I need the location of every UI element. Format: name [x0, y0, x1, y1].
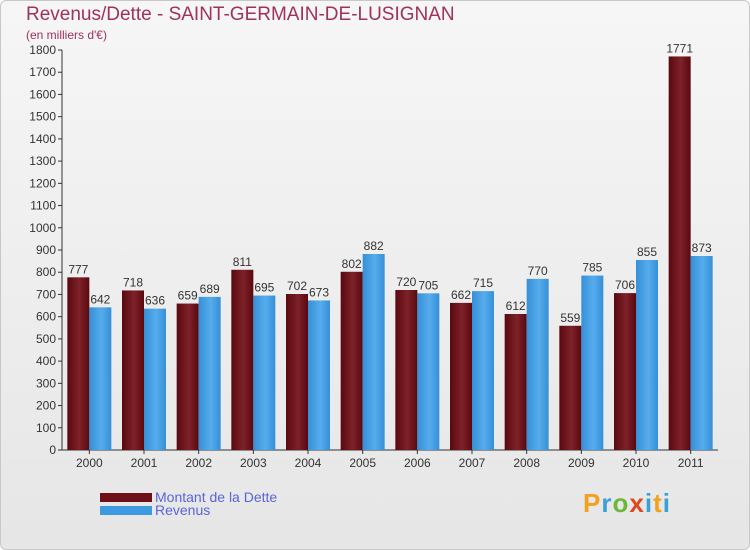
bar-revenus — [472, 291, 494, 450]
y-tick-label: 0 — [49, 443, 56, 457]
bar-revenus — [198, 296, 221, 450]
y-tick-label: 400 — [36, 354, 56, 368]
data-label-revenus: 705 — [418, 278, 438, 292]
x-tick-label: 2007 — [459, 456, 486, 470]
legend-label-dette: Montant de la Dette — [155, 489, 278, 505]
y-tick-label: 1500 — [29, 110, 56, 124]
bar-revenus — [690, 256, 713, 450]
x-tick-label: 2005 — [349, 456, 376, 470]
bar-revenus — [362, 254, 385, 450]
y-tick-label: 1200 — [29, 176, 56, 190]
data-label-dette: 777 — [68, 262, 88, 276]
x-tick-label: 2004 — [295, 456, 322, 470]
bar-dette — [122, 290, 144, 450]
y-tick-label: 500 — [36, 332, 56, 346]
x-tick-label: 2009 — [568, 456, 595, 470]
bar-dette — [450, 302, 472, 450]
y-tick-label: 1300 — [29, 154, 56, 168]
x-tick-label: 2011 — [678, 456, 704, 470]
x-tick-label: 2010 — [623, 456, 650, 470]
y-tick-label: 1700 — [29, 65, 56, 79]
legend-swatch-dette — [100, 492, 152, 502]
x-tick-label: 2002 — [185, 456, 212, 470]
y-tick-label: 1000 — [29, 221, 56, 235]
legend-item-revenus: Revenus — [100, 502, 210, 518]
x-tick-label: 2000 — [76, 456, 103, 470]
data-label-revenus: 855 — [637, 245, 657, 259]
x-tick-label: 2008 — [513, 456, 540, 470]
data-label-dette: 659 — [178, 289, 198, 303]
legend-label-revenus: Revenus — [155, 502, 211, 518]
bar-dette — [614, 293, 636, 450]
bar-revenus — [581, 275, 604, 450]
bar-dette — [286, 294, 308, 450]
x-tick-label: 2001 — [131, 456, 158, 470]
data-label-dette: 706 — [615, 278, 635, 292]
y-tick-label: 200 — [36, 399, 56, 413]
bar-revenus — [144, 308, 166, 450]
bar-revenus — [308, 300, 330, 450]
y-tick-label: 1800 — [29, 43, 56, 57]
data-label-dette: 1771 — [666, 41, 693, 55]
bar-revenus — [526, 278, 549, 450]
data-label-dette: 811 — [233, 255, 252, 269]
y-tick-label: 600 — [36, 310, 56, 324]
data-label-revenus: 689 — [200, 282, 220, 296]
bar-dette — [176, 303, 199, 450]
bar-dette — [231, 269, 254, 450]
data-label-dette: 662 — [451, 288, 471, 302]
data-label-dette: 612 — [506, 299, 526, 313]
proxiti-logo: Proxiti — [583, 488, 671, 518]
y-tick-label: 1100 — [30, 199, 56, 213]
data-label-revenus: 715 — [473, 276, 493, 290]
bar-revenus — [253, 295, 276, 450]
data-label-revenus: 873 — [692, 241, 712, 255]
data-label-revenus: 642 — [90, 292, 110, 306]
bar-dette — [67, 277, 90, 450]
legend-swatch-revenus — [100, 505, 152, 515]
y-tick-label: 700 — [36, 287, 56, 301]
bar-dette — [504, 314, 527, 450]
data-label-dette: 559 — [560, 311, 580, 325]
data-label-revenus: 770 — [528, 264, 548, 278]
bar-dette — [340, 271, 363, 450]
data-label-revenus: 882 — [364, 239, 384, 253]
chart-title: Revenus/Dette - SAINT-GERMAIN-DE-LUSIGNA… — [26, 4, 455, 25]
bar-revenus — [417, 293, 440, 450]
data-label-dette: 720 — [396, 275, 416, 289]
y-tick-label: 1400 — [29, 132, 56, 146]
data-label-dette: 802 — [342, 257, 362, 271]
bar-dette — [395, 290, 418, 450]
data-label-dette: 718 — [123, 275, 143, 289]
y-tick-label: 1600 — [29, 87, 56, 101]
x-tick-label: 2003 — [240, 456, 267, 470]
chart-subtitle: (en milliers d'€) — [26, 28, 107, 42]
bar-revenus — [89, 307, 112, 450]
data-label-revenus: 785 — [582, 261, 602, 275]
data-label-dette: 702 — [287, 279, 307, 293]
data-label-revenus: 695 — [254, 281, 274, 295]
x-tick-label: 2006 — [404, 456, 431, 470]
bar-revenus — [636, 260, 658, 450]
y-tick-label: 100 — [36, 421, 56, 435]
y-tick-label: 300 — [36, 376, 56, 390]
data-label-revenus: 673 — [309, 285, 329, 299]
bar-dette — [559, 325, 582, 450]
y-tick-label: 900 — [36, 243, 56, 257]
bar-dette — [668, 56, 691, 450]
legend-item-dette: Montant de la Dette — [100, 489, 277, 505]
y-tick-label: 800 — [36, 265, 56, 279]
data-label-revenus: 636 — [145, 294, 165, 308]
